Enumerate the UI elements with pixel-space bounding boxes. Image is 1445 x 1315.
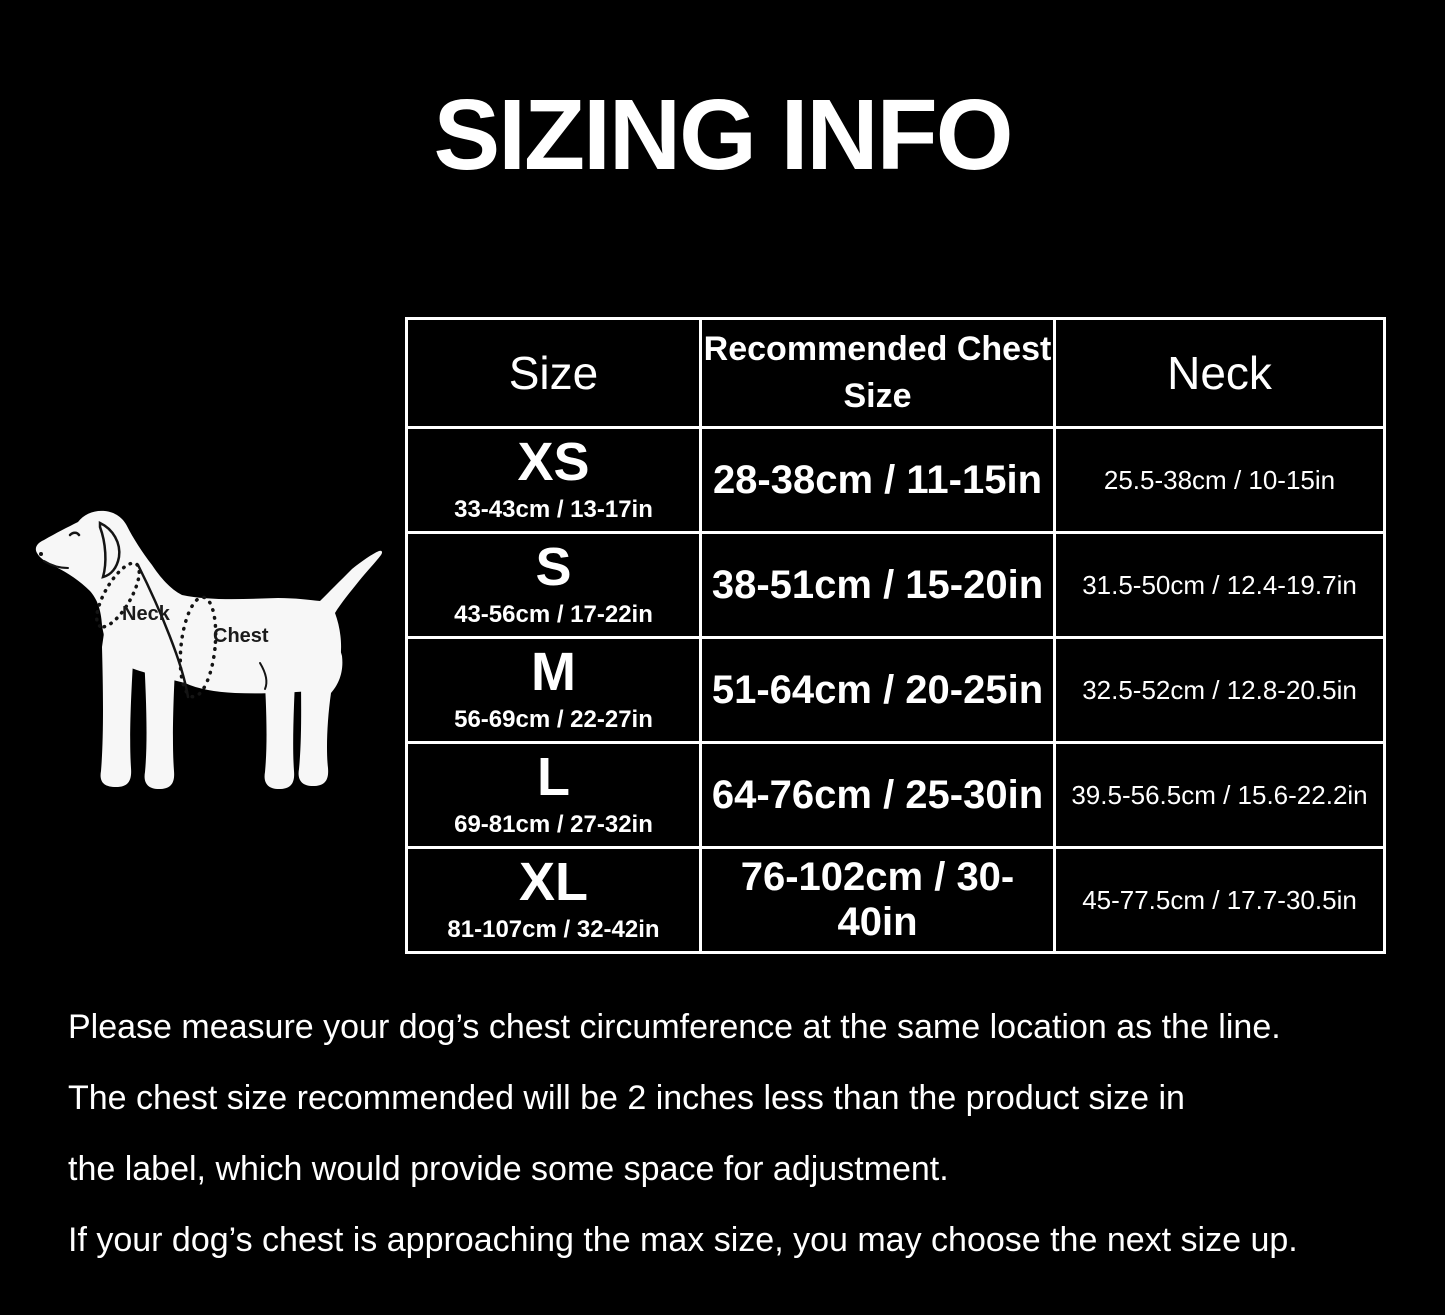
- neck-range: 32.5-52cm / 12.8-20.5in: [1053, 636, 1386, 744]
- table-row: M 56-69cm / 22-27in 51-64cm / 20-25in 32…: [405, 636, 1386, 744]
- table-header-row: Size Recommended Chest Size Neck: [405, 317, 1386, 429]
- table-row: S 43-56cm / 17-22in 38-51cm / 15-20in 31…: [405, 531, 1386, 639]
- page-title: SIZING INFO: [433, 79, 1014, 191]
- size-label: L: [537, 747, 570, 807]
- neck-diagram-label: Neck: [122, 603, 170, 625]
- header-chest: Recommended Chest Size: [699, 317, 1056, 429]
- note-line: Please measure your dog’s chest circumfe…: [68, 1008, 1281, 1046]
- size-cell: XL 81-107cm / 32-42in: [408, 849, 699, 951]
- chest-range: 76-102cm / 30-40in: [699, 846, 1056, 954]
- size-range: 81-107cm / 32-42in: [447, 916, 660, 943]
- neck-range: 31.5-50cm / 12.4-19.7in: [1053, 531, 1386, 639]
- size-range: 43-56cm / 17-22in: [454, 601, 653, 628]
- neck-range: 25.5-38cm / 10-15in: [1053, 426, 1386, 534]
- size-label: XS: [517, 432, 590, 492]
- table-row: L 69-81cm / 27-32in 64-76cm / 25-30in 39…: [405, 741, 1386, 849]
- size-cell: L 69-81cm / 27-32in: [408, 744, 699, 846]
- header-size: Size: [405, 317, 702, 429]
- size-cell: S 43-56cm / 17-22in: [408, 534, 699, 636]
- size-label: XL: [518, 852, 588, 912]
- chest-measure-dotted-line: [178, 595, 218, 699]
- size-range: 33-43cm / 13-17in: [454, 496, 653, 523]
- chest-range: 28-38cm / 11-15in: [699, 426, 1056, 534]
- table-row: XS 33-43cm / 13-17in 28-38cm / 11-15in 2…: [405, 426, 1386, 534]
- sizing-table: Size Recommended Chest Size Neck XS 33-4…: [405, 317, 1386, 954]
- size-label: M: [531, 642, 576, 702]
- chest-diagram-label: Chest: [213, 625, 269, 647]
- chest-range: 51-64cm / 20-25in: [699, 636, 1056, 744]
- chest-range: 64-76cm / 25-30in: [699, 741, 1056, 849]
- measurement-notes: Please measure your dog’s chest circumfe…: [68, 992, 1413, 1276]
- header-neck: Neck: [1053, 317, 1386, 429]
- neck-range: 39.5-56.5cm / 15.6-22.2in: [1053, 741, 1386, 849]
- neck-measure-dotted-line: [95, 561, 141, 629]
- dog-measurement-diagram: Neck Chest: [30, 505, 390, 800]
- size-cell: M 56-69cm / 22-27in: [408, 639, 699, 741]
- note-line: The chest size recommended will be 2 inc…: [68, 1079, 1185, 1117]
- size-range: 56-69cm / 22-27in: [454, 706, 653, 733]
- size-label: S: [535, 537, 572, 597]
- table-row: XL 81-107cm / 32-42in 76-102cm / 30-40in…: [405, 846, 1386, 954]
- chest-range: 38-51cm / 15-20in: [699, 531, 1056, 639]
- size-range: 69-81cm / 27-32in: [454, 811, 653, 838]
- dog-silhouette-icon: [35, 510, 383, 789]
- size-cell: XS 33-43cm / 13-17in: [408, 429, 699, 531]
- neck-range: 45-77.5cm / 17.7-30.5in: [1053, 846, 1386, 954]
- note-line: If your dog’s chest is approaching the m…: [68, 1221, 1298, 1259]
- note-line: the label, which would provide some spac…: [68, 1150, 949, 1188]
